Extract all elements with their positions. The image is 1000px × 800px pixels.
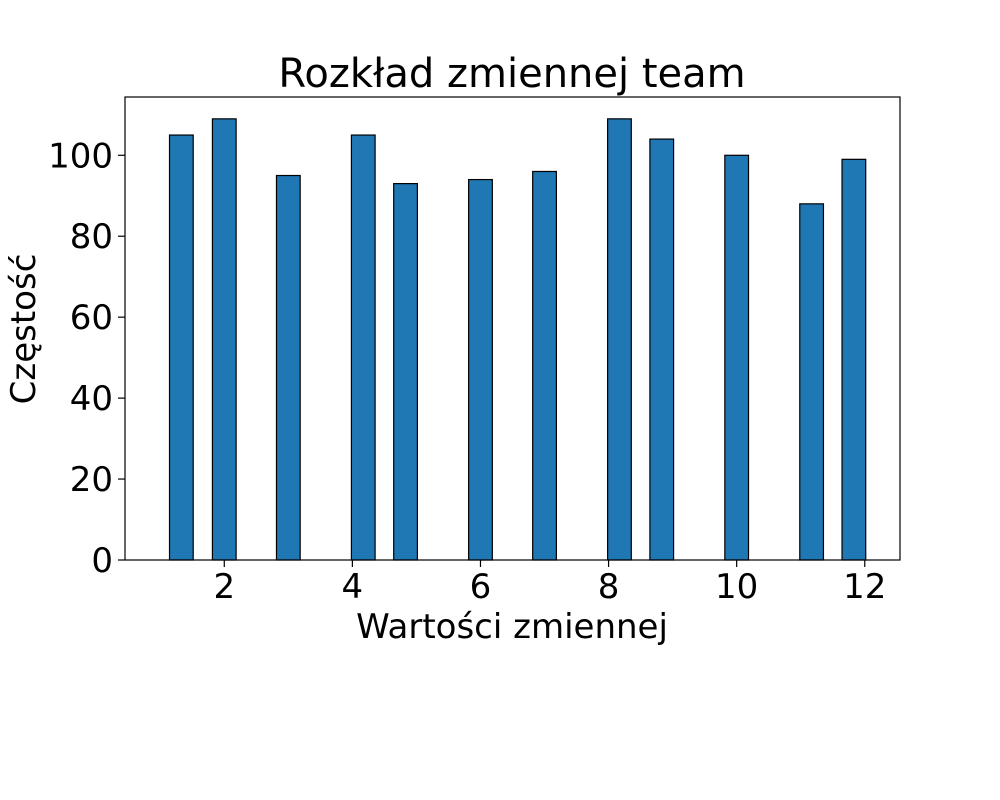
y-tick-label: 80: [70, 217, 113, 257]
bar: [649, 138, 675, 561]
y-axis-label: Częstość: [4, 254, 44, 405]
bar: [532, 170, 557, 561]
bar: [211, 118, 237, 561]
bar: [607, 118, 632, 561]
y-tick-label: 0: [91, 541, 113, 581]
bar: [275, 174, 301, 561]
y-axis-ticks: 0 20 40 60 80 100: [48, 136, 125, 581]
y-tick-label: 60: [70, 298, 113, 338]
x-tick-label: 8: [598, 567, 620, 607]
x-axis-label: Wartości zmiennej: [356, 607, 668, 647]
bar: [468, 178, 493, 561]
bar: [841, 158, 867, 561]
x-tick-label: 4: [342, 567, 364, 607]
x-tick-label: 10: [715, 567, 758, 607]
x-axis-ticks: 2 4 6 8 10 12: [213, 560, 886, 607]
y-tick-label: 100: [48, 136, 113, 176]
x-tick-label: 12: [843, 567, 886, 607]
bar: [724, 154, 750, 561]
bar: [393, 183, 418, 561]
bar: [168, 134, 194, 561]
bars-group: [168, 118, 867, 561]
y-tick-label: 40: [70, 379, 113, 419]
bar: [799, 203, 825, 561]
plot-frame: [124, 96, 901, 561]
y-tick-label: 20: [70, 460, 113, 500]
x-tick-label: 6: [470, 567, 492, 607]
chart-title: Rozkład zmiennej team: [278, 51, 745, 97]
x-tick-label: 2: [213, 567, 235, 607]
bar: [350, 134, 376, 561]
